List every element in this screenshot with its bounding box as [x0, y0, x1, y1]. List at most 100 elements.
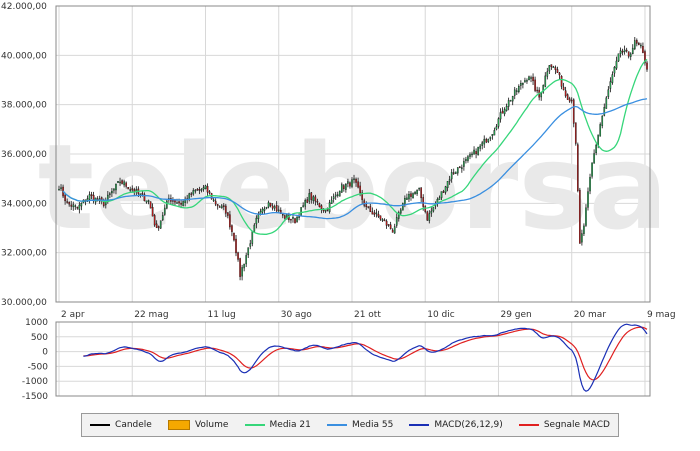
candle-body [528, 76, 530, 81]
candle-body [461, 167, 463, 169]
candle-body [595, 144, 597, 154]
candle-body [243, 263, 245, 269]
candle-body [646, 62, 648, 70]
candle-body [518, 86, 520, 93]
candle-body [631, 47, 634, 55]
candle-body [212, 199, 215, 202]
legend-item-macd[interactable]: MACD(26,12,9) [409, 420, 503, 430]
candle-body [275, 205, 278, 212]
candle-body [459, 166, 461, 169]
candle-body [473, 149, 475, 155]
candle-body [157, 226, 160, 229]
legend-item-media55[interactable]: Media 55 [326, 420, 393, 430]
candle-body [284, 215, 286, 219]
legend-item-signal[interactable]: Segnale MACD [518, 420, 610, 430]
candle-body [627, 51, 630, 57]
candle-body [72, 204, 75, 208]
candle-body [265, 207, 268, 209]
candle-body [235, 238, 237, 254]
x-tick-label: 11 lug [207, 310, 235, 320]
candle-body [70, 204, 73, 207]
macd-y-tick-label: 1000 [25, 318, 48, 328]
candle-body [515, 90, 518, 92]
legend-label-volume: Volume [194, 420, 229, 430]
candle-body [204, 185, 207, 190]
candle-body [208, 191, 211, 194]
candle-body [267, 202, 270, 208]
candle-body [188, 193, 191, 200]
candle-body [200, 189, 203, 191]
candle-body [251, 231, 254, 244]
candle-body [483, 138, 486, 145]
candle-body [263, 208, 266, 211]
candle-body [159, 220, 162, 229]
candle-body [430, 210, 433, 214]
candle-body [605, 97, 608, 109]
candle-body [135, 189, 138, 192]
x-tick-label: 21 ott [354, 310, 381, 320]
y-tick-label: 42.000,00 [1, 2, 47, 12]
candle-body [178, 201, 180, 204]
candle-body [131, 188, 134, 191]
candle-body [367, 206, 370, 208]
candle-body [237, 252, 239, 260]
candle-body [304, 200, 307, 207]
candle-body [444, 186, 447, 193]
candle-body [391, 229, 394, 233]
candle-body [487, 138, 490, 142]
candle-body [151, 207, 154, 217]
candle-body [491, 134, 494, 136]
candle-body [129, 189, 132, 191]
candle-body [328, 202, 331, 212]
candle-body [88, 194, 91, 200]
candle-body [357, 181, 359, 188]
candle-body [574, 122, 577, 144]
candle-body [505, 106, 508, 111]
candle-body [180, 202, 182, 205]
candle-body [306, 199, 309, 203]
candle-body [349, 182, 351, 187]
candle-body [163, 207, 166, 215]
candle-body [577, 144, 579, 191]
candle-body [530, 77, 532, 79]
legend-label-candele: Candele [115, 420, 152, 430]
candle-body [532, 76, 534, 82]
legend-item-media21[interactable]: Media 21 [244, 420, 311, 430]
candle-body [198, 189, 201, 191]
candle-body [300, 207, 302, 217]
candle-body [583, 225, 585, 234]
candle-body [229, 214, 231, 228]
candle-body [334, 194, 337, 197]
y-tick-label: 38.000,00 [1, 101, 47, 111]
legend-swatch-signal [518, 424, 539, 426]
candle-body [155, 223, 158, 229]
candle-body [320, 205, 323, 210]
candle-body [332, 196, 335, 199]
candle-body [371, 211, 374, 215]
candle-body [633, 40, 636, 50]
candle-body [290, 218, 292, 221]
candle-body [493, 130, 496, 136]
candle-body [119, 181, 121, 184]
candle-body [314, 196, 317, 202]
candle-body [585, 207, 587, 226]
candle-body [601, 115, 604, 126]
candle-body [619, 50, 622, 54]
candle-body [340, 184, 343, 193]
candle-body [568, 98, 571, 102]
candle-body [58, 189, 60, 191]
candle-body [446, 181, 449, 189]
candle-body [245, 255, 247, 265]
candle-body [153, 215, 156, 226]
legend-item-candele[interactable]: Candele [90, 420, 152, 430]
candle-body [625, 49, 628, 52]
x-tick-label: 29 gen [500, 310, 531, 320]
candle-body [414, 192, 416, 195]
candle-body [102, 201, 105, 206]
media55-line [62, 98, 648, 220]
legend-item-volume[interactable]: Volume [167, 420, 229, 430]
candle-body [548, 65, 551, 72]
candle-body [257, 214, 260, 219]
candle-body [239, 258, 241, 277]
candle-body [402, 203, 404, 211]
